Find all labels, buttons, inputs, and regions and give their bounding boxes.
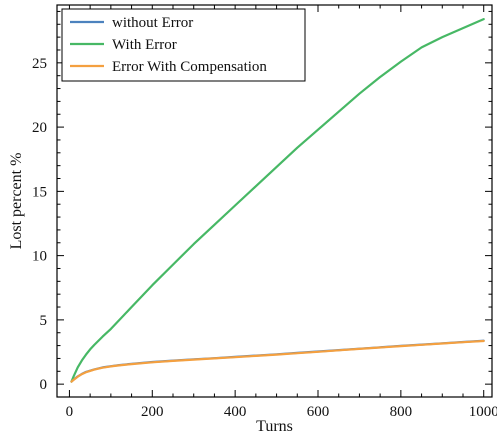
y-tick-label: 20 <box>32 120 47 136</box>
x-tick-label: 400 <box>224 404 247 420</box>
series-line-3 <box>70 339 485 383</box>
x-axis-label: Turns <box>256 418 293 435</box>
y-tick-label: 5 <box>40 313 48 329</box>
legend-label-2: With Error <box>112 37 177 53</box>
axis-ticks: 0 200 400 600 800 1000 0 5 10 15 20 25 <box>32 5 497 420</box>
x-tick-label: 600 <box>307 404 330 420</box>
series-line-2 <box>70 18 485 383</box>
x-tick-label: 800 <box>390 404 413 420</box>
y-tick-label: 25 <box>32 56 47 72</box>
legend-label-1: without Error <box>112 15 193 31</box>
y-tick-label: 0 <box>40 377 48 393</box>
x-tick-label: 200 <box>141 404 164 420</box>
y-tick-label: 15 <box>32 184 47 200</box>
x-tick-label: 1000 <box>469 404 497 420</box>
x-tick-label: 0 <box>66 404 74 420</box>
legend: without Error With Error Error With Compen… <box>61 8 306 82</box>
series-line-1 <box>70 339 485 383</box>
y-axis-label: Lost percent % <box>8 153 25 250</box>
plot-frame <box>56 4 493 398</box>
y-tick-label: 10 <box>32 249 47 265</box>
plot-area <box>70 18 485 383</box>
legend-label-3: Error With Compensation <box>112 59 267 75</box>
